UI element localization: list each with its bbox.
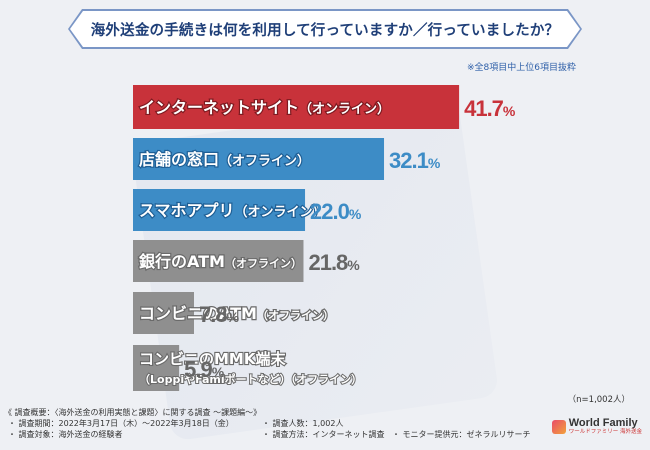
logo-sub: ワールドファミリー 海外送金 [568, 429, 642, 435]
value-label-6: 5.9% [184, 357, 225, 382]
bar-label-4: 銀行のATM（オフライン） [139, 252, 302, 271]
value-label-5: 7.8% [199, 302, 240, 327]
value-label-3: 22.0% [310, 199, 362, 224]
logo-name: World Family [568, 417, 638, 429]
bar-6 [133, 345, 180, 391]
bar-label-6: コンビニのMMK端末 [139, 350, 286, 368]
survey-method: ・ 調査方法：インターネット調査 [262, 430, 385, 439]
bar-1 [133, 85, 460, 129]
bar-2 [133, 138, 385, 180]
bar-label-3: スマホアプリ（オンライン） [139, 201, 326, 220]
logo-mark-icon [551, 420, 566, 434]
world-family-logo: World Family ワールドファミリー 海外送金 [551, 417, 642, 436]
sample-size: （n=1,002人） [567, 395, 630, 405]
bar-3 [133, 189, 306, 231]
bar-chart: インターネットサイト（オンライン） 41.7% 店舗の窓口（オフライン） 32.1% ス… [133, 85, 517, 391]
survey-title: 《 調査概要：〈海外送金の利用実態と課題〉に関する調査 ～課題編～》 [4, 408, 262, 417]
survey-target: ・ 調査対象：海外送金の経験者 [8, 430, 123, 439]
bar-label-5: コンビニのATM（オフライン） [139, 304, 334, 323]
value-label-2: 32.1% [389, 148, 441, 173]
survey-respondents: ・ 調査人数：1,002人 [262, 419, 344, 428]
survey-monitor: ・ モニター提供元：ゼネラルリサーチ [392, 430, 531, 439]
survey-period: ・ 調査期間：2022年3月17日（木）～2022年3月18日（金） [8, 419, 234, 428]
value-label-1: 41.7% [464, 96, 516, 121]
excerpt-note: ※全8項目中上位6項目抜粋 [467, 63, 576, 73]
value-label-4: 21.8% [308, 250, 360, 275]
bar-4 [133, 240, 304, 282]
bar-5 [133, 292, 194, 334]
bar-label-6-sub: （LoppiやFamiポートなど）（オフライン） [139, 372, 362, 386]
bar-label-2: 店舗の窓口（オフライン） [139, 150, 310, 169]
bar-label-1: インターネットサイト（オンライン） [139, 98, 390, 117]
chart-title: 海外送金の手続きは何を利用して行っていますか／行っていましたか？ [70, 11, 580, 47]
